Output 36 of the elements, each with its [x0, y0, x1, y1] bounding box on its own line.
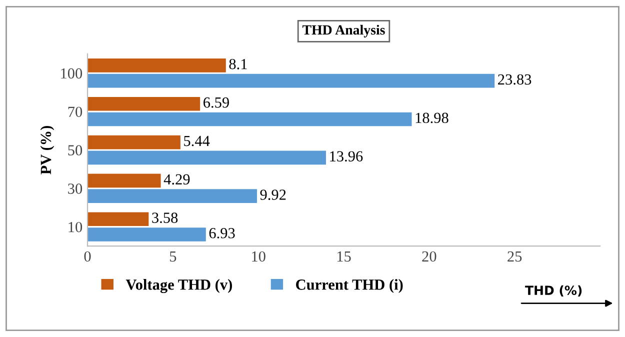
y-tick-label: 30	[68, 184, 82, 194]
bar	[88, 112, 412, 126]
data-label: 13.96	[330, 151, 363, 162]
y-tick-label: 10	[68, 222, 82, 232]
bar	[88, 74, 495, 88]
data-label: 23.83	[498, 74, 532, 85]
data-label: 5.44	[184, 136, 210, 146]
x-tick-label: 15	[337, 251, 351, 262]
bar	[88, 150, 326, 165]
data-label: 8.1	[229, 58, 247, 70]
x-tick-label: 20	[422, 251, 436, 262]
y-axis-title: PV (%)	[40, 126, 54, 174]
y-tick-label: 100	[61, 68, 82, 79]
chart-title: THD Analysis	[302, 24, 385, 38]
legend-label: Voltage THD (v)	[126, 279, 232, 294]
bar	[88, 96, 200, 111]
data-label: 6.93	[209, 228, 235, 238]
x-tick-label: 5	[170, 251, 176, 262]
legend-label: Current THD (i)	[296, 279, 403, 293]
data-label: 6.59	[204, 97, 229, 108]
x-tick-label: 0	[84, 251, 91, 262]
bar	[88, 135, 180, 150]
bar	[88, 228, 206, 242]
bar	[88, 212, 149, 226]
bar	[88, 58, 226, 72]
x-axis-title: THD (%)	[525, 285, 582, 297]
y-tick-label: 50	[68, 145, 82, 156]
data-label: 18.98	[416, 112, 448, 124]
bar	[88, 174, 161, 188]
x-tick-label: 25	[508, 251, 522, 262]
x-tick-label: 10	[252, 251, 266, 262]
y-tick-label: 70	[68, 106, 82, 117]
data-label: 4.29	[164, 174, 190, 185]
data-label: 9.92	[260, 190, 286, 200]
data-label: 3.58	[152, 212, 178, 224]
bar	[88, 189, 257, 203]
